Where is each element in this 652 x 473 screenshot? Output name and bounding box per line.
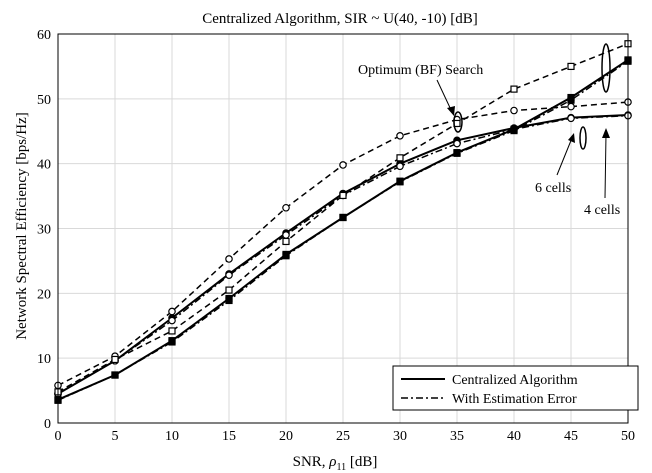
annotation-6-cells: 6 cells [535, 181, 571, 196]
y-tick-label: 30 [37, 223, 51, 238]
data-point [567, 96, 575, 104]
y-axis-label: Network Spectral Efficiency [bps/Hz] [14, 112, 30, 340]
y-tick-label: 40 [37, 158, 51, 173]
y-tick-label: 50 [37, 93, 51, 108]
data-point [225, 255, 233, 263]
data-point [339, 213, 347, 222]
annotation-6-arrow [556, 137, 573, 176]
data-point [225, 286, 233, 294]
data-point [453, 139, 461, 148]
annotation-bf-arrowhead [447, 106, 455, 116]
legend-label-estimation: With Estimation Error [452, 392, 577, 407]
data-point [510, 85, 518, 93]
data-point [282, 252, 290, 260]
x-tick-label: 10 [165, 429, 179, 444]
y-ticks: 0 10 20 30 40 50 60 [37, 28, 51, 432]
annotation-4-arrow [604, 133, 607, 199]
x-tick-label: 45 [564, 429, 578, 444]
data-point [510, 106, 518, 115]
data-point [396, 154, 404, 162]
x-tick-label: 0 [55, 429, 62, 444]
data-point [168, 327, 176, 335]
legend-box [392, 365, 639, 411]
x-tick-label: 35 [450, 429, 464, 444]
y-tick-label: 10 [37, 352, 51, 367]
data-point [510, 127, 518, 135]
x-tick-label: 30 [393, 429, 407, 444]
data-point [282, 203, 290, 212]
x-tick-label: 25 [336, 429, 350, 444]
x-tick-label: 5 [112, 429, 119, 444]
data-point [567, 62, 575, 71]
data-point [225, 296, 233, 305]
annotation-4-cells: 4 cells [584, 203, 620, 218]
annotation-6-ellipse [579, 126, 587, 150]
x-axis-label-sub: 11 [337, 462, 347, 473]
x-axis-label-rho: ρ [328, 454, 336, 470]
data-point [567, 114, 575, 123]
data-point [168, 316, 176, 325]
data-point [339, 191, 347, 200]
data-point [282, 237, 290, 246]
y-tick-label: 0 [44, 417, 51, 432]
series-0 [54, 98, 632, 390]
x-axis-label: SNR, ρ11 [dB] [293, 454, 378, 473]
data-point [111, 371, 119, 379]
x-axis-label-unit: [dB] [346, 454, 377, 470]
data-point [396, 178, 404, 186]
annotations: Optimum (BF) Search 6 cells 4 cells [358, 43, 620, 218]
annotation-bf-arrow [436, 79, 453, 113]
x-ticks: 0 5 10 15 20 25 30 35 40 45 50 [55, 429, 636, 444]
data-point [453, 149, 461, 157]
legend-label-centralized: Centralized Algorithm [452, 373, 578, 388]
data-point [225, 271, 233, 279]
x-tick-label: 40 [507, 429, 521, 444]
data-point [396, 162, 404, 171]
annotation-bf-ellipse [453, 111, 463, 133]
y-tick-label: 60 [37, 28, 51, 43]
legend: Centralized Algorithm With Estimation Er… [392, 365, 639, 411]
data-point [339, 161, 347, 169]
data-point [168, 338, 176, 346]
series-line [57, 60, 629, 401]
data-point [111, 355, 119, 364]
x-axis-label-main: SNR, [293, 454, 330, 470]
data-point [567, 102, 575, 111]
data-point [396, 131, 404, 140]
x-tick-label: 15 [222, 429, 236, 444]
x-tick-label: 50 [621, 429, 635, 444]
plot-frame [57, 33, 629, 424]
chart-title: Centralized Algorithm, SIR ~ U(40, -10) … [202, 11, 478, 27]
data-point [282, 231, 290, 239]
annotation-6-arrowhead [568, 133, 575, 143]
annotation-4-arrowhead [602, 128, 610, 138]
y-tick-label: 20 [37, 287, 51, 302]
annotation-bf-search: Optimum (BF) Search [358, 63, 483, 78]
x-tick-label: 20 [279, 429, 293, 444]
data-point [168, 307, 176, 316]
annotation-4-ellipse [601, 43, 611, 93]
